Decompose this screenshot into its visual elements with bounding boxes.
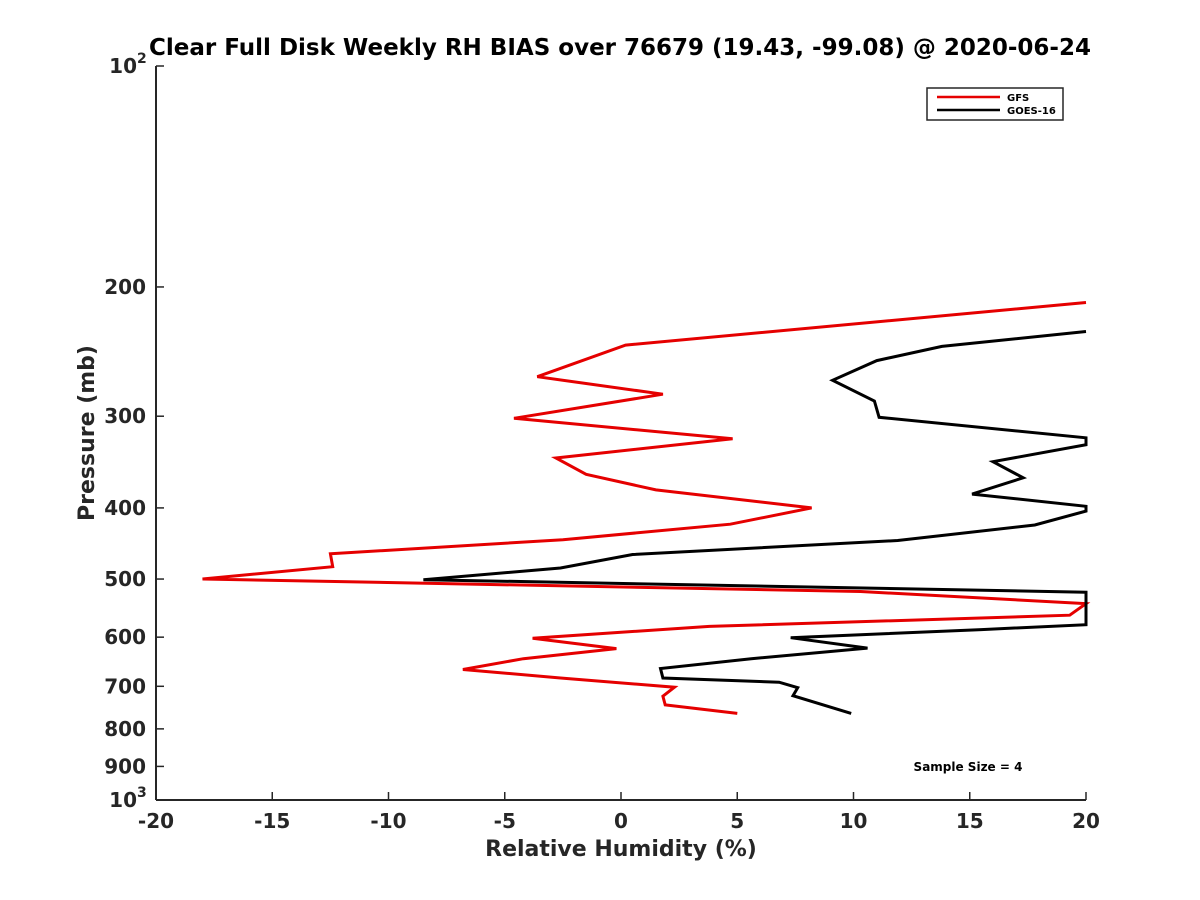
x-tick-label: 10 [840,809,868,833]
y-tick-label: 10 [109,54,137,78]
y-tick-label: 900 [104,754,146,778]
x-tick-label: -10 [370,809,406,833]
y-tick-label: 500 [104,567,146,591]
x-tick-label: 0 [614,809,628,833]
y-tick-label: 200 [104,275,146,299]
x-axis-ticks: -20 -15 -10 -5 0 5 10 15 20 [138,792,1100,833]
y-tick-label: 700 [104,674,146,698]
x-tick-label: 5 [730,809,744,833]
plot-area: -20 -15 -10 -5 0 5 10 15 20 10 220030040050060070… [104,51,1100,833]
x-tick-label: -15 [254,809,290,833]
series-line-goes16 [423,330,1088,715]
x-axis-label: Relative Humidity (%) [485,837,757,862]
y-tick-label: 300 [104,404,146,428]
series-layer [202,301,1091,715]
y-tick-label: 10 [109,788,137,812]
y-tick-label: 600 [104,625,146,649]
x-tick-label: 20 [1072,809,1100,833]
sample-size-annotation: Sample Size = 4 [914,760,1023,774]
y-tick-label: 800 [104,717,146,741]
legend: GFS GOES-16 [926,87,1064,121]
y-tick-label: 400 [104,496,146,520]
x-tick-label: -5 [494,809,516,833]
y-tick-exponent: 2 [137,51,147,67]
legend-label-gfs: GFS [1007,93,1029,104]
legend-label-goes16: GOES-16 [1007,106,1056,117]
y-tick-exponent: 3 [137,785,147,801]
legend-box [926,87,1064,121]
x-tick-label: -20 [138,809,174,833]
chart-title: Clear Full Disk Weekly RH BIAS over 7667… [149,35,1091,61]
x-tick-label: 15 [956,809,984,833]
series-line-gfs [202,301,1091,715]
y-axis-label: Pressure (mb) [75,345,100,521]
